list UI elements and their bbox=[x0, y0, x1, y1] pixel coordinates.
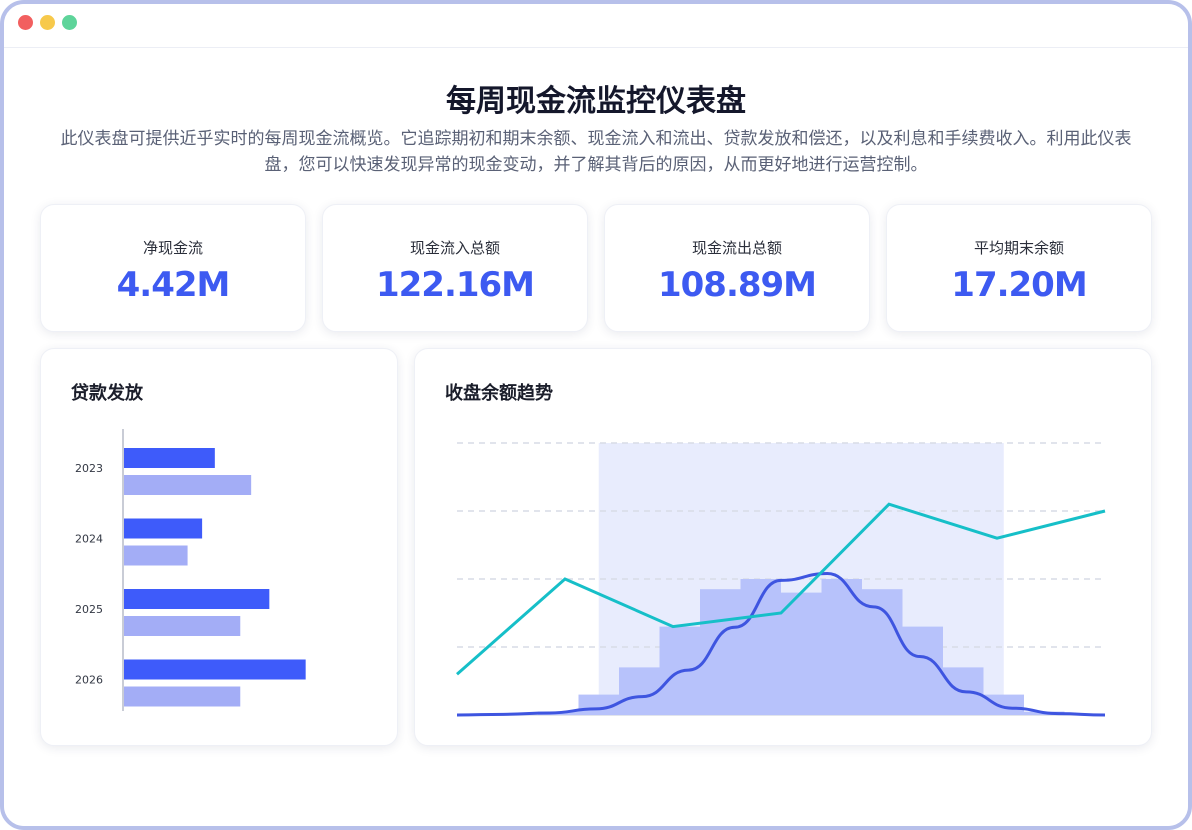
kpi-label: 净现金流 bbox=[142, 239, 203, 257]
kpi-label: 平均期末余额 bbox=[973, 239, 1064, 257]
kpi-card-cash-outflow: 现金流出总额 108.89M bbox=[604, 204, 870, 332]
histogram-bar bbox=[740, 579, 781, 715]
closing-balance-line bbox=[456, 502, 1106, 676]
y-tick-label: 2026 bbox=[75, 674, 103, 687]
bar-2026-series-2 bbox=[124, 686, 241, 707]
bar-2024-series-1 bbox=[124, 518, 203, 539]
bar-2024-series-2 bbox=[124, 545, 188, 566]
histogram-bar bbox=[700, 589, 741, 715]
page-title: 每周现金流监控仪表盘 bbox=[446, 84, 746, 119]
bar-2025-series-2 bbox=[124, 616, 241, 636]
loan-disbursement-panel: 贷款发放 2023 2024 2025 2026 bbox=[40, 348, 398, 746]
histogram-bar bbox=[983, 694, 1024, 715]
close-window-button[interactable] bbox=[18, 15, 33, 30]
kpi-value: 122.16M bbox=[375, 265, 535, 305]
y-tick-label: 2025 bbox=[75, 603, 103, 616]
bar-2023-series-1 bbox=[124, 448, 215, 468]
kpi-value: 4.42M bbox=[116, 265, 231, 305]
histogram-bar bbox=[902, 626, 943, 715]
kpi-value: 17.20M bbox=[951, 265, 1087, 305]
y-tick-label: 2023 bbox=[75, 462, 103, 475]
histogram-bar bbox=[781, 592, 822, 715]
window-titlebar bbox=[4, 4, 1188, 48]
closing-balance-trend-chart bbox=[456, 442, 1106, 717]
chart-title: 贷款发放 bbox=[71, 383, 143, 404]
loan-disbursement-chart: 2023 2024 2025 2026 bbox=[75, 429, 306, 711]
histogram-bar bbox=[821, 579, 862, 715]
minimize-window-button[interactable] bbox=[40, 15, 55, 30]
kpi-label: 现金流入总额 bbox=[409, 239, 500, 257]
bar-2026-series-1 bbox=[124, 659, 306, 680]
bar-2025-series-1 bbox=[124, 589, 270, 609]
kpi-card-avg-closing-balance: 平均期末余额 17.20M bbox=[886, 204, 1152, 332]
bar-2023-series-2 bbox=[124, 475, 252, 495]
kpi-label: 现金流出总额 bbox=[691, 239, 782, 257]
kpi-value: 108.89M bbox=[657, 265, 817, 305]
maximize-window-button[interactable] bbox=[62, 15, 77, 30]
closing-balance-trend-panel: 收盘余额趋势 bbox=[414, 348, 1152, 746]
histogram-bar bbox=[619, 667, 660, 715]
y-tick-label: 2024 bbox=[75, 533, 103, 546]
page-description: 此仪表盘可提供近乎实时的每周现金流概览。它追踪期初和期末余额、现金流入和流出、贷… bbox=[60, 129, 1132, 175]
kpi-card-net-cash-flow: 净现金流 4.42M bbox=[40, 204, 306, 332]
chart-title: 收盘余额趋势 bbox=[445, 383, 553, 404]
kpi-card-cash-inflow: 现金流入总额 122.16M bbox=[322, 204, 588, 332]
distribution-curve bbox=[456, 572, 1106, 717]
